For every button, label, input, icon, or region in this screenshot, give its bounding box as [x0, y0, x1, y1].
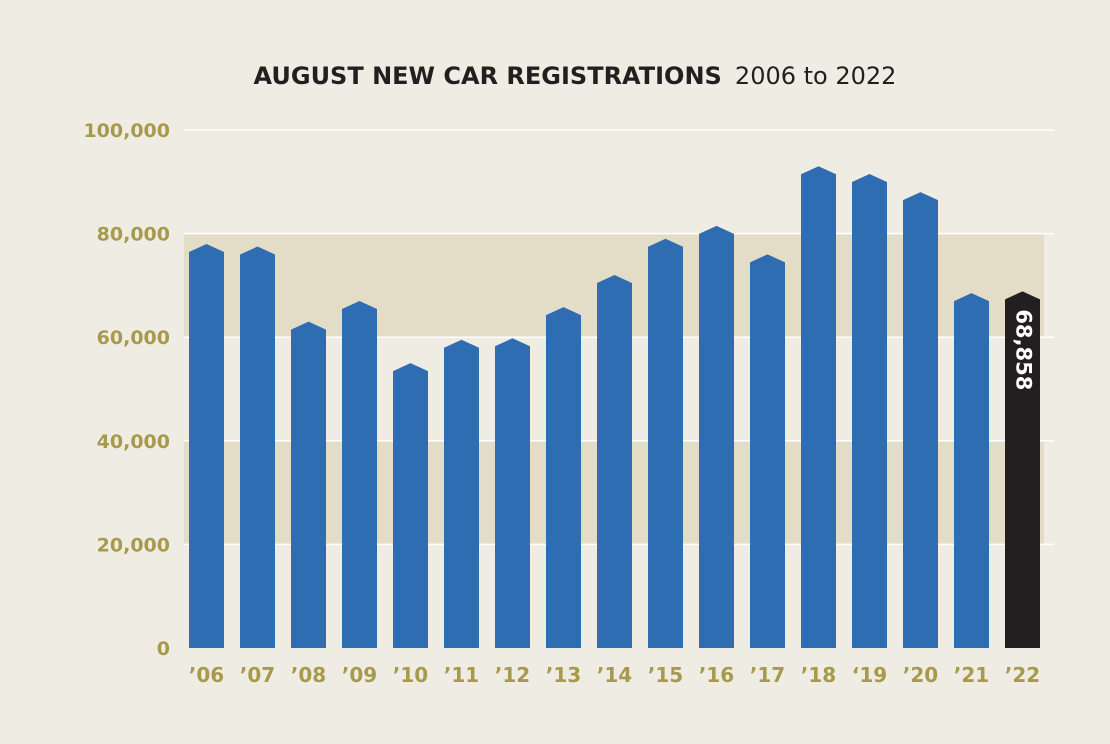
- x-tick-label: ’12: [495, 663, 530, 687]
- bar-11: [750, 254, 785, 648]
- x-tick-label: ’17: [750, 663, 785, 687]
- y-tick-label: 0: [157, 638, 170, 660]
- x-tick-label: ’21: [954, 663, 989, 687]
- bar-14: [903, 192, 938, 648]
- y-tick-label: 60,000: [97, 327, 170, 349]
- x-tick-label: ’08: [291, 663, 326, 687]
- x-tick-label: ’15: [648, 663, 683, 687]
- x-tick-label: ’20: [903, 663, 938, 687]
- bar-2: [291, 321, 326, 648]
- x-tick-label: ’09: [342, 663, 377, 687]
- y-tick-label: 80,000: [97, 224, 170, 246]
- chart-subtitle: 2006 to 2022: [735, 62, 897, 90]
- x-tick-label: ’16: [699, 663, 734, 687]
- bar-7: [546, 307, 581, 648]
- bar-9: [648, 238, 683, 648]
- y-tick-label: 40,000: [97, 431, 170, 453]
- bar-10: [699, 225, 734, 648]
- chart-title-main: AUGUST NEW CAR REGISTRATIONS: [254, 62, 722, 90]
- bar-12: [801, 166, 836, 648]
- bar-3: [342, 300, 377, 648]
- y-tick-label: 100,000: [83, 120, 170, 142]
- bar-6: [495, 338, 530, 648]
- x-tick-label: ’06: [189, 663, 224, 687]
- x-tick-label: ’18: [801, 663, 836, 687]
- x-tick-label: ’13: [546, 663, 581, 687]
- band-4: [184, 130, 1044, 234]
- bar-13: [852, 174, 887, 648]
- bar-16: [1005, 291, 1040, 648]
- chart-title: AUGUST NEW CAR REGISTRATIONS 2006 to 202…: [254, 62, 897, 90]
- data-labels: 68,858: [1012, 309, 1036, 390]
- x-tick-label: ’11: [444, 663, 479, 687]
- y-axis-ticks: 0 20,000 40,000 60,000 80,000 100,000: [83, 120, 170, 660]
- bar-1: [240, 246, 275, 649]
- bar-8: [597, 275, 632, 648]
- bar-5: [444, 339, 479, 648]
- x-axis-ticks: ’06 ’07 ’08 ’09 ’10 ’11 ’12 ’13 ’14 ’15 ’16 ’17 ’18 ‘…: [189, 663, 1040, 687]
- x-tick-label: ‘19: [852, 663, 887, 687]
- bar-4: [393, 363, 428, 648]
- bars: [189, 166, 1040, 649]
- x-tick-label: ’07: [240, 663, 275, 687]
- x-tick-label: ’10: [393, 663, 428, 687]
- x-tick-label: ’14: [597, 663, 632, 687]
- bar-0: [189, 243, 224, 648]
- y-tick-label: 20,000: [97, 534, 170, 556]
- x-tick-label: ’22: [1005, 663, 1040, 687]
- bar-15: [954, 293, 989, 648]
- data-label: 68,858: [1012, 309, 1036, 390]
